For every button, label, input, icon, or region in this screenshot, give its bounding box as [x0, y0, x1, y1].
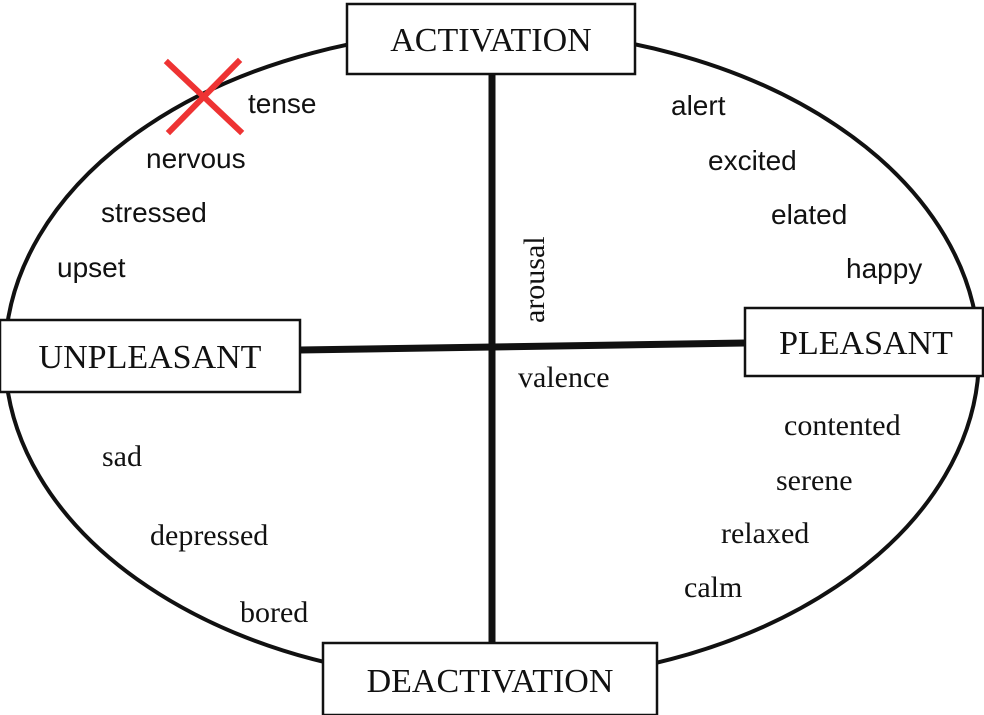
emotion-calm: calm [684, 571, 742, 604]
pole-unpleasant-label: UNPLEASANT [39, 339, 262, 376]
emotion-tense: tense [248, 88, 317, 119]
emotion-stressed: stressed [101, 197, 207, 228]
pole-pleasant: PLEASANT [743, 306, 984, 378]
pole-unpleasant: UNPLEASANT [0, 318, 302, 394]
emotion-alert: alert [671, 90, 726, 121]
emotion-nervous: nervous [146, 143, 246, 174]
pole-pleasant-label: PLEASANT [779, 325, 953, 362]
emotion-relaxed: relaxed [721, 517, 809, 550]
red-x-icon [163, 57, 245, 136]
emotion-upset: upset [57, 252, 126, 283]
pole-activation-label: ACTIVATION [390, 22, 591, 59]
pole-activation: ACTIVATION [345, 2, 637, 76]
arousal-label: arousal [518, 236, 551, 323]
emotion-contented: contented [784, 409, 901, 442]
emotion-bored: bored [240, 596, 308, 629]
emotion-excited: excited [708, 145, 797, 176]
valence-label: valence [518, 361, 610, 394]
emotion-depressed: depressed [150, 519, 268, 552]
pole-deactivation: DEACTIVATION [321, 641, 659, 715]
pole-deactivation-label: DEACTIVATION [367, 663, 614, 700]
emotion-sad: sad [102, 440, 142, 473]
emotion-elated: elated [771, 199, 847, 230]
emotion-happy: happy [846, 253, 922, 284]
emotion-serene: serene [776, 464, 853, 497]
valence-axis-line [299, 339, 746, 354]
